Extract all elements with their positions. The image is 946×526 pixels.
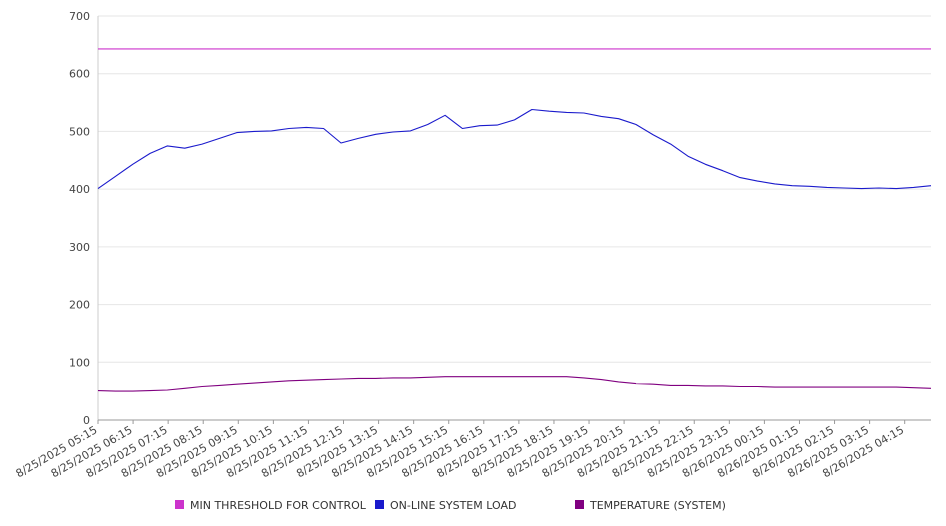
series-line-temperature-system [97, 376, 932, 392]
y-tick-label: 200 [69, 299, 90, 312]
series-lines [97, 48, 932, 392]
legend-swatch [375, 500, 384, 509]
legend-swatch [575, 500, 584, 509]
y-tick-label: 700 [69, 10, 90, 23]
legend-label: TEMPERATURE (SYSTEM) [589, 499, 726, 512]
y-tick-label: 100 [69, 356, 90, 369]
grid-lines [98, 15, 931, 363]
y-tick-label: 300 [69, 241, 90, 254]
legend-swatch [175, 500, 184, 509]
legend-label: ON-LINE SYSTEM LOAD [390, 499, 516, 512]
legend-label: MIN THRESHOLD FOR CONTROL [190, 499, 367, 512]
y-tick-label: 0 [83, 414, 90, 427]
axes [97, 16, 931, 424]
y-tick-labels: 0 100 200 300 400 500 600 700 [69, 10, 90, 427]
legend: MIN THRESHOLD FOR CONTROL ON-LINE SYSTEM … [175, 499, 726, 512]
x-tick-labels: 8/25/2025 05:158/25/2025 06:158/25/2025 … [14, 423, 907, 480]
series-line-on-line-system-load [97, 108, 932, 190]
y-tick-label: 400 [69, 183, 90, 196]
y-tick-label: 500 [69, 125, 90, 138]
y-tick-label: 600 [69, 68, 90, 81]
